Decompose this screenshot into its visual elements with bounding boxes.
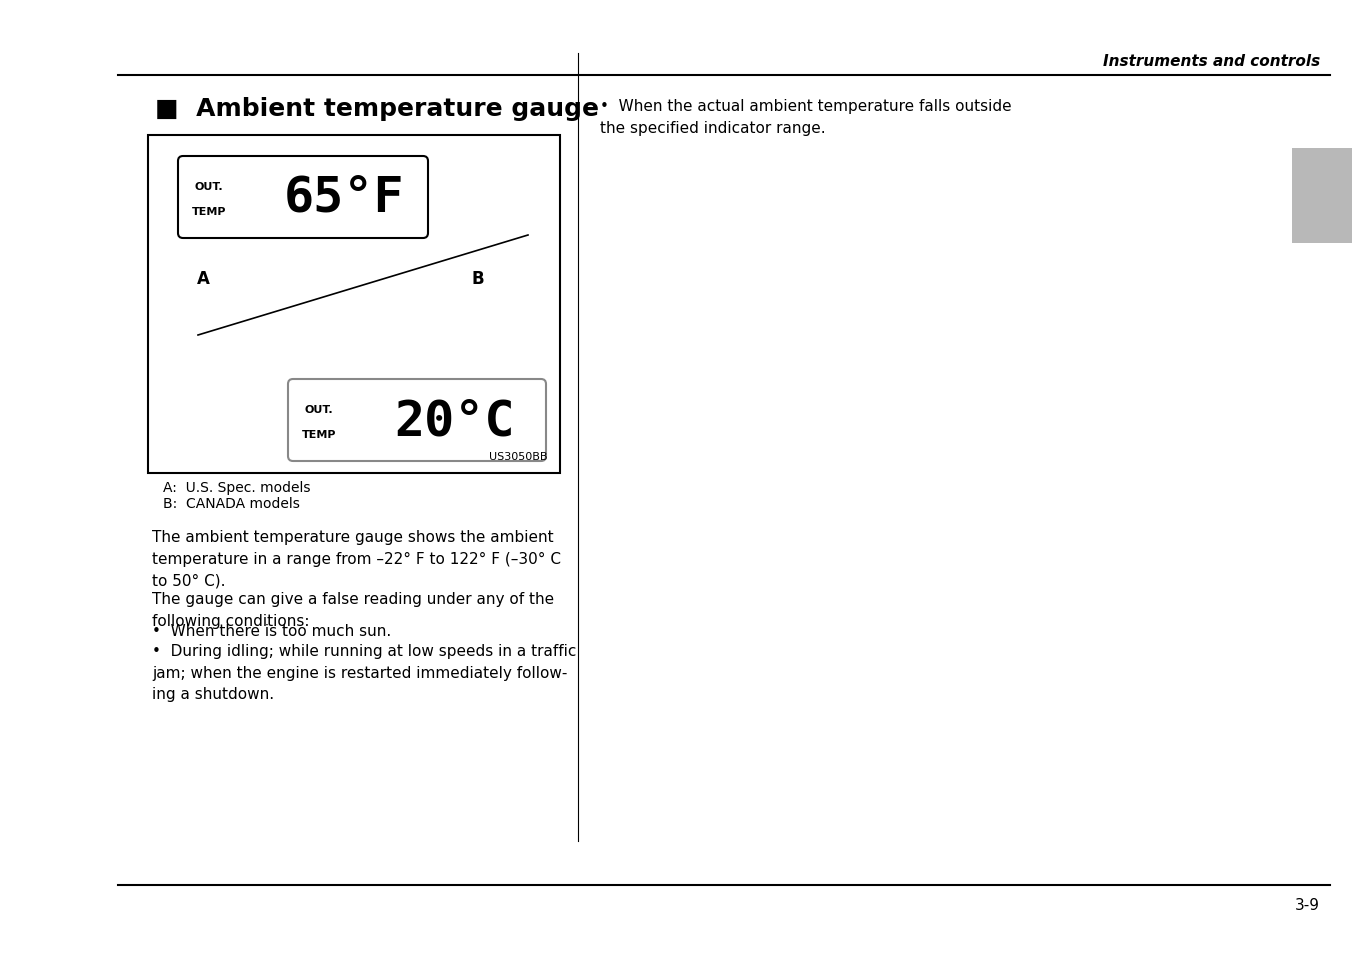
- Text: The ambient temperature gauge shows the ambient
temperature in a range from –22°: The ambient temperature gauge shows the …: [151, 530, 561, 588]
- FancyBboxPatch shape: [288, 379, 546, 461]
- FancyBboxPatch shape: [178, 157, 429, 239]
- Text: US3050BB: US3050BB: [489, 452, 548, 461]
- Bar: [147, 136, 560, 474]
- Text: •  When there is too much sun.: • When there is too much sun.: [151, 623, 391, 639]
- Text: 65°F: 65°F: [284, 173, 404, 222]
- Text: TEMP: TEMP: [301, 430, 337, 440]
- Text: A:  U.S. Spec. models: A: U.S. Spec. models: [164, 480, 311, 495]
- Text: OUT.: OUT.: [304, 405, 334, 415]
- Text: ■  Ambient temperature gauge: ■ Ambient temperature gauge: [155, 97, 599, 121]
- Text: OUT.: OUT.: [195, 182, 223, 192]
- Text: A: A: [196, 270, 210, 288]
- Text: TEMP: TEMP: [192, 207, 226, 217]
- Text: 3-9: 3-9: [1295, 898, 1320, 913]
- Text: •  When the actual ambient temperature falls outside
the specified indicator ran: • When the actual ambient temperature fa…: [600, 99, 1011, 135]
- Text: B: B: [472, 270, 484, 288]
- Text: •  During idling; while running at low speeds in a traffic
jam; when the engine : • During idling; while running at low sp…: [151, 643, 576, 701]
- Bar: [1293, 149, 1352, 244]
- Text: Instruments and controls: Instruments and controls: [1103, 53, 1320, 69]
- Text: B:  CANADA models: B: CANADA models: [164, 497, 300, 511]
- Text: The gauge can give a false reading under any of the
following conditions:: The gauge can give a false reading under…: [151, 592, 554, 628]
- Text: 20°C: 20°C: [393, 396, 515, 444]
